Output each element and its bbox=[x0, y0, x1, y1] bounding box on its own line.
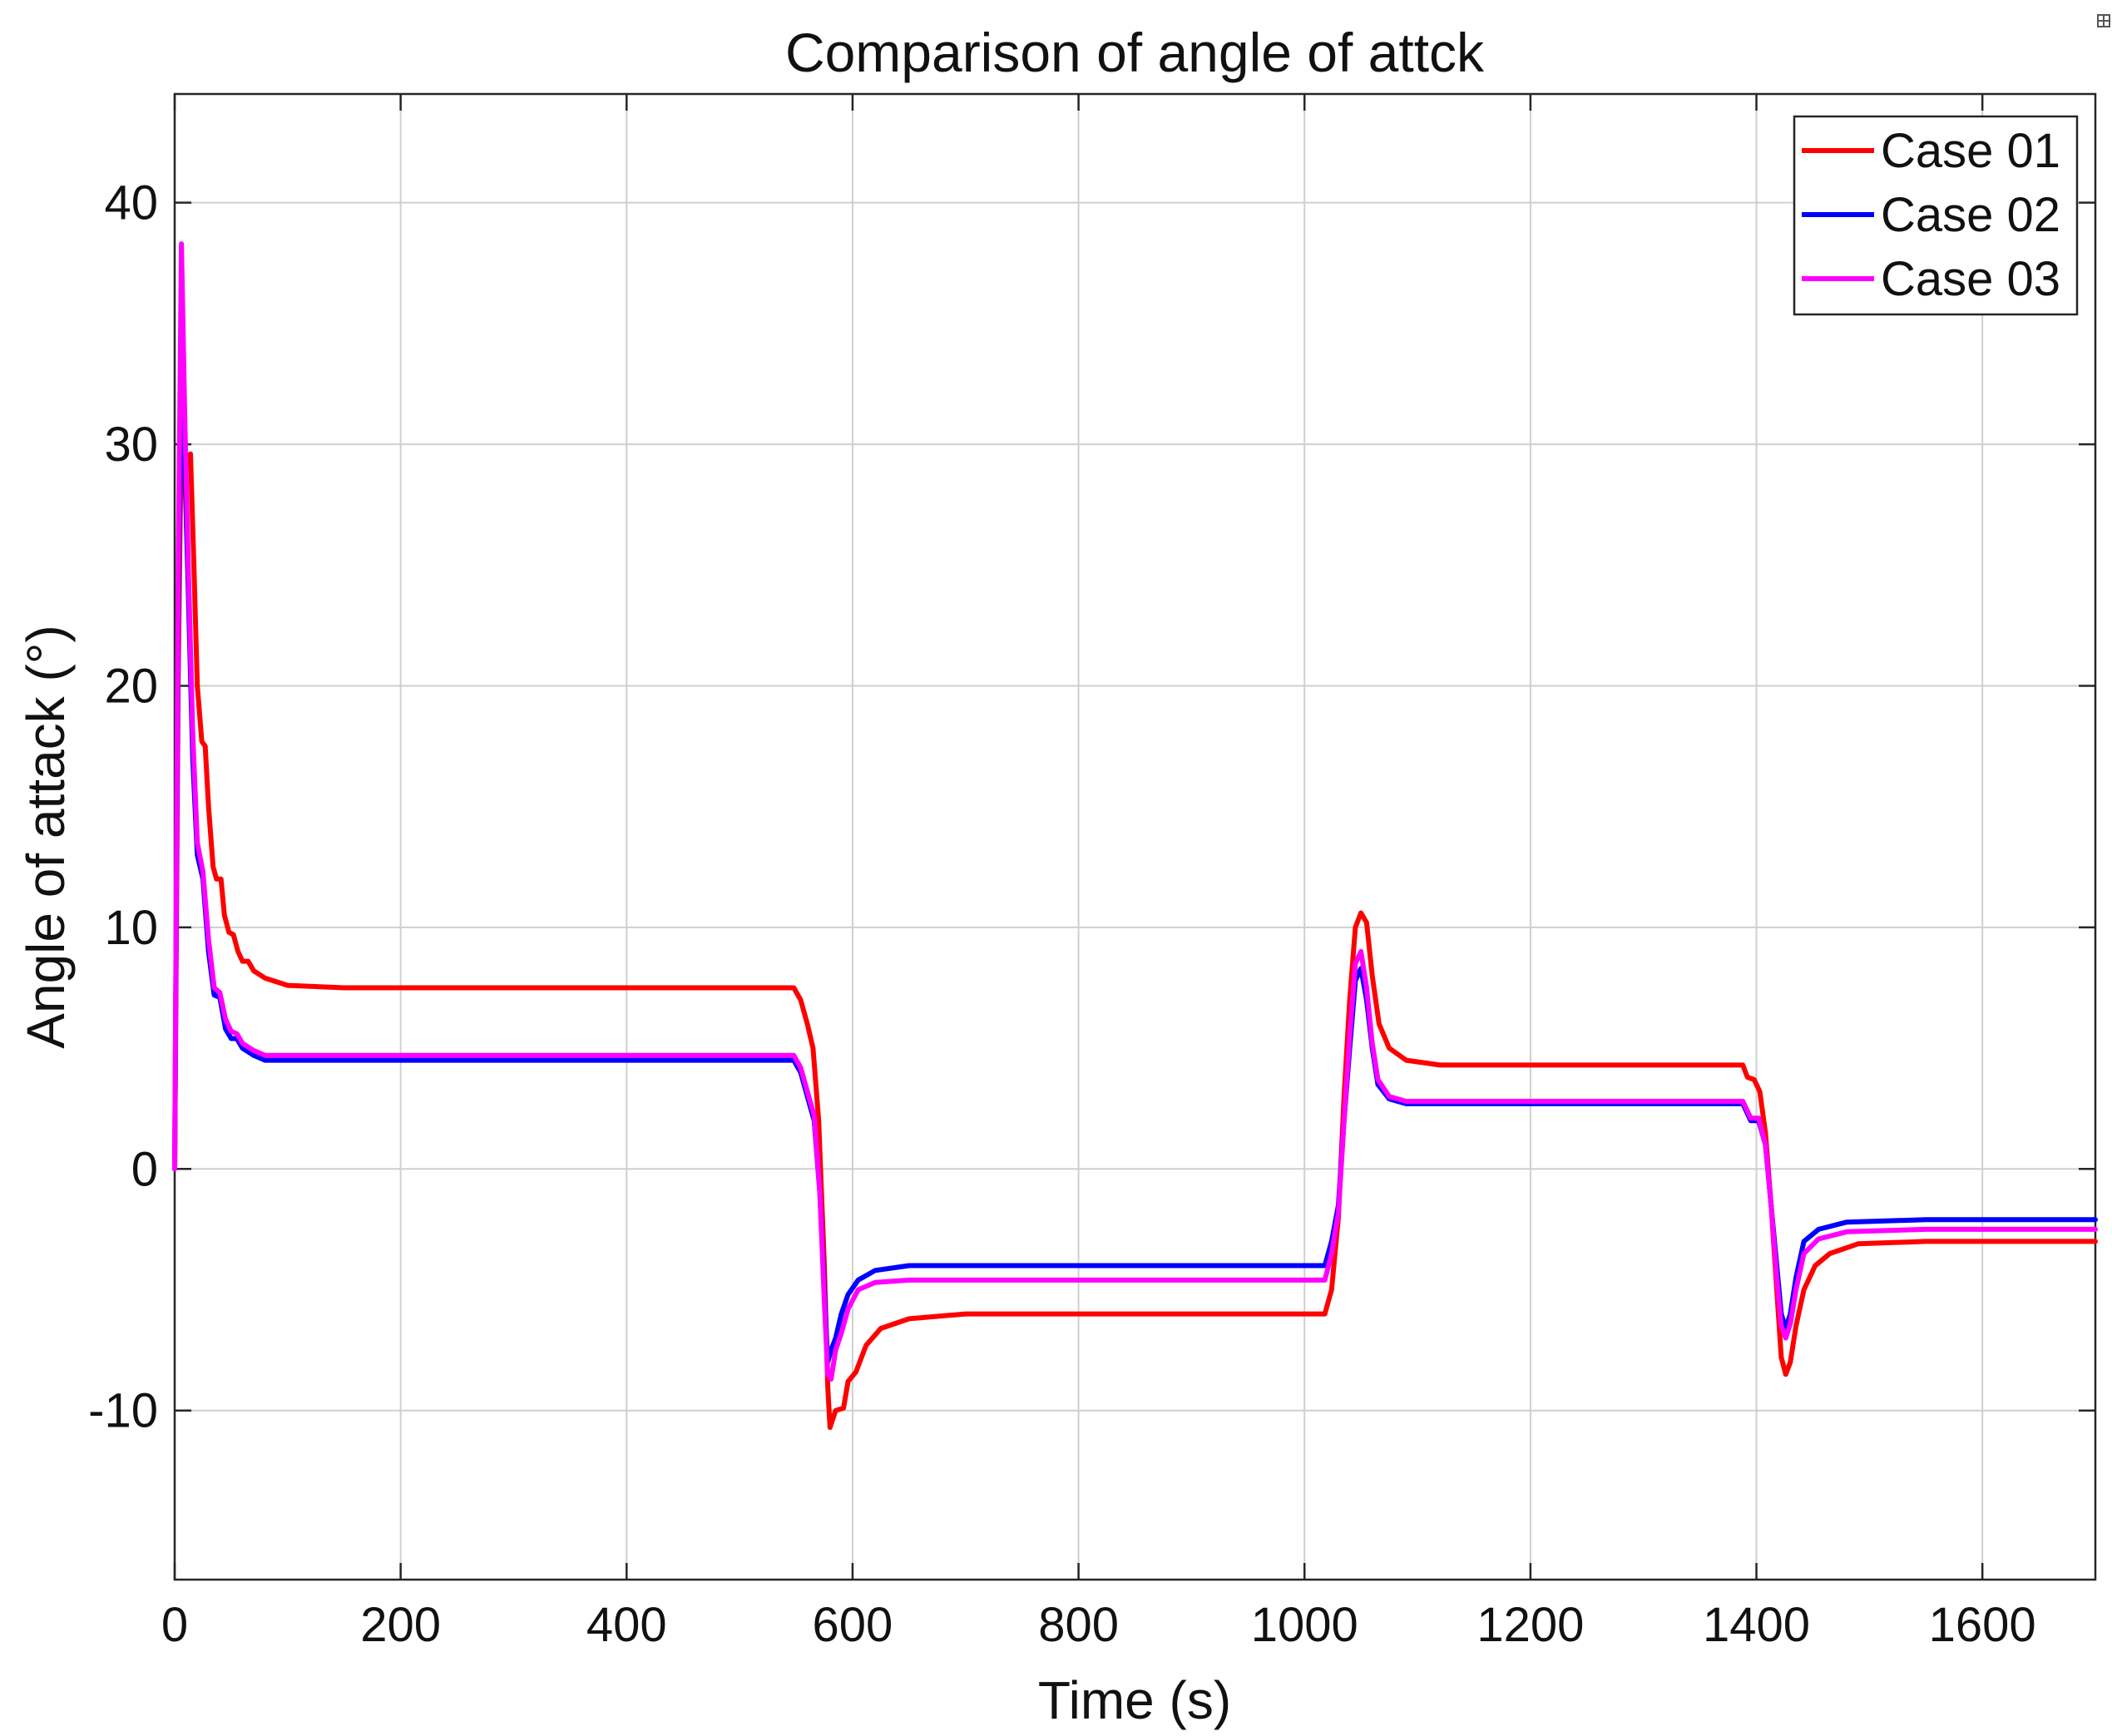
y-tick-label: -10 bbox=[88, 1384, 158, 1438]
plot-area-frame bbox=[173, 92, 2097, 1581]
legend[interactable]: Case 01 Case 02 Case 03 bbox=[1793, 115, 2079, 316]
x-tick-label: 1400 bbox=[1703, 1598, 1810, 1652]
x-tick-label: 1600 bbox=[1929, 1598, 2036, 1652]
x-tick-label: 400 bbox=[586, 1598, 667, 1652]
y-axis-title: Angle of attack (°) bbox=[16, 625, 76, 1048]
expand-icon[interactable] bbox=[2097, 14, 2110, 27]
x-tick-label: 1200 bbox=[1476, 1598, 1584, 1652]
legend-label-case-02: Case 02 bbox=[1881, 188, 2060, 242]
axis-ticks: 0 200 400 600 800 1000 1200 1400 1600 -10 0 10 20 30 4… bbox=[88, 94, 2095, 1652]
y-tick-label: 30 bbox=[104, 418, 158, 472]
x-axis-title: Time (s) bbox=[1038, 1670, 1231, 1730]
x-tick-label: 600 bbox=[813, 1598, 893, 1652]
x-tick-label: 0 bbox=[161, 1598, 188, 1652]
series-line-case-02 bbox=[172, 296, 2098, 1365]
grid bbox=[174, 94, 2095, 1580]
series-lines bbox=[172, 241, 2098, 1430]
series-line-case-01 bbox=[172, 418, 2098, 1430]
y-tick-label: 10 bbox=[104, 901, 158, 955]
x-tick-label: 800 bbox=[1038, 1598, 1119, 1652]
legend-label-case-03: Case 03 bbox=[1881, 252, 2060, 306]
chart-title: Comparison of angle of attck bbox=[785, 22, 1485, 83]
y-tick-label: 0 bbox=[131, 1142, 158, 1196]
x-tick-label: 200 bbox=[360, 1598, 441, 1652]
x-tick-label: 1000 bbox=[1251, 1598, 1358, 1652]
series-line-case-03 bbox=[172, 241, 2098, 1382]
y-tick-label: 20 bbox=[104, 659, 158, 713]
y-tick-label: 40 bbox=[104, 176, 158, 230]
legend-label-case-01: Case 01 bbox=[1881, 124, 2060, 178]
